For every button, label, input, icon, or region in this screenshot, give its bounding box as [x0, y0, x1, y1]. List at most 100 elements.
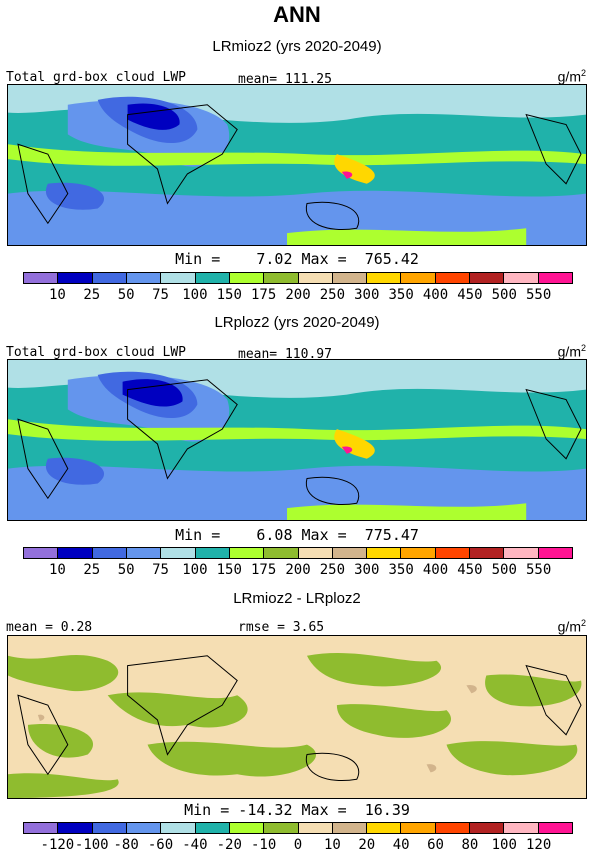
colorbar-swatch	[332, 273, 368, 283]
colorbar-swatch	[161, 273, 196, 283]
colorbar-tick-label: 400	[422, 562, 449, 578]
colorbar-tick-label: 50	[117, 287, 135, 303]
colorbar-tick-label: 500	[491, 562, 517, 578]
panel-1-minmax: Min = 7.02 Max = 765.42	[175, 250, 419, 268]
colorbar-swatch	[126, 273, 162, 283]
colorbar-swatch	[367, 823, 402, 833]
colorbar-swatch	[92, 273, 127, 283]
colorbar-swatch	[401, 273, 436, 283]
main-title: ANN	[273, 2, 321, 27]
colorbar-swatch	[126, 548, 162, 558]
colorbar-swatch	[195, 823, 230, 833]
colorbar-tick-label: 50	[117, 562, 135, 578]
colorbar-tick-label: 10	[323, 837, 341, 853]
colorbar-swatch	[332, 548, 368, 558]
colorbar-tick-label: 75	[152, 287, 169, 303]
panel-1-map	[7, 84, 587, 246]
colorbar-tick-label: 120	[525, 837, 552, 853]
panel-3-rmse-label: rmse = 3.65	[238, 620, 325, 635]
panel-2-field-label: Total grd-box cloud LWP	[6, 345, 187, 360]
colorbar-swatch	[195, 273, 230, 283]
colorbar-tick-label: 300	[354, 562, 380, 578]
colorbar-tick-label: 550	[525, 562, 552, 578]
colorbar-swatch	[298, 548, 333, 558]
colorbar-swatch	[332, 823, 368, 833]
colorbar-tick-label: -60	[147, 837, 174, 853]
colorbar-tick-label: 300	[354, 287, 380, 303]
colorbar-swatch	[504, 273, 539, 283]
colorbar-swatch	[24, 823, 59, 833]
panel-3-colorbar	[23, 822, 573, 834]
colorbar-swatch	[470, 823, 505, 833]
colorbar-tick-label: 200	[285, 562, 311, 578]
panel-2-colorbar	[23, 547, 573, 559]
colorbar-swatch	[435, 273, 471, 283]
colorbar-tick-label: 350	[388, 562, 414, 578]
panel-2-map	[7, 359, 587, 521]
colorbar-tick-label: 250	[319, 287, 346, 303]
colorbar-tick-label: 350	[388, 287, 414, 303]
panel-3-mean-label: mean = 0.28	[6, 620, 93, 635]
colorbar-swatch	[229, 823, 265, 833]
colorbar-swatch	[298, 273, 333, 283]
colorbar-tick-label: 450	[457, 562, 483, 578]
colorbar-swatch	[538, 548, 572, 558]
colorbar-swatch	[435, 823, 471, 833]
colorbar-tick-label: 20	[358, 837, 376, 853]
panel-1-field-label: Total grd-box cloud LWP	[6, 70, 187, 85]
colorbar-tick-label: 10	[48, 562, 66, 578]
colorbar-tick-label: 550	[525, 287, 552, 303]
panel-3-title: LRmioz2 - LRploz2	[233, 590, 361, 607]
colorbar-swatch	[401, 823, 436, 833]
colorbar-swatch	[161, 548, 196, 558]
colorbar-swatch	[58, 548, 93, 558]
panel-1-title: LRmioz2 (yrs 2020-2049)	[212, 38, 382, 55]
colorbar-swatch	[229, 273, 265, 283]
colorbar-tick-label: 25	[83, 562, 101, 578]
panel-2-minmax: Min = 6.08 Max = 775.47	[175, 526, 419, 544]
colorbar-swatch	[298, 823, 333, 833]
colorbar-swatch	[470, 273, 505, 283]
panel-1-colorbar	[23, 272, 573, 284]
colorbar-swatch	[401, 548, 436, 558]
panel-2-title: LRploz2 (yrs 2020-2049)	[214, 314, 380, 331]
colorbar-swatch	[435, 548, 471, 558]
colorbar-swatch	[58, 273, 93, 283]
colorbar-tick-label: 250	[319, 562, 346, 578]
colorbar-tick-label: 200	[285, 287, 311, 303]
colorbar-tick-label: -10	[250, 837, 277, 853]
colorbar-tick-label: 100	[182, 562, 208, 578]
colorbar-swatch	[264, 548, 299, 558]
colorbar-tick-label: 100	[182, 287, 208, 303]
colorbar-swatch	[367, 548, 402, 558]
colorbar-tick-label: -20	[216, 837, 242, 853]
colorbar-swatch	[538, 273, 572, 283]
colorbar-tick-label: 75	[152, 562, 169, 578]
colorbar-tick-label: 450	[457, 287, 483, 303]
panel-2-mean-label: mean= 110.97	[238, 347, 332, 362]
colorbar-tick-label: 10	[48, 287, 66, 303]
colorbar-swatch	[161, 823, 196, 833]
colorbar-swatch	[92, 823, 127, 833]
colorbar-tick-label: 400	[422, 287, 449, 303]
colorbar-swatch	[538, 823, 572, 833]
colorbar-tick-label: 0	[293, 837, 303, 853]
colorbar-swatch	[58, 823, 93, 833]
colorbar-tick-label: 60	[427, 837, 444, 853]
colorbar-swatch	[264, 823, 299, 833]
colorbar-tick-label: -40	[182, 837, 208, 853]
colorbar-swatch	[504, 823, 539, 833]
colorbar-tick-label: -100	[74, 837, 109, 853]
colorbar-tick-label: -120	[40, 837, 75, 853]
colorbar-swatch	[126, 823, 162, 833]
colorbar-swatch	[367, 273, 402, 283]
panel-1-mean-label: mean= 111.25	[238, 72, 332, 87]
colorbar-tick-label: 80	[461, 837, 479, 853]
colorbar-swatch	[264, 273, 299, 283]
panel-1-unit: g/m2	[557, 68, 586, 85]
colorbar-swatch	[92, 548, 127, 558]
panel-3-map	[7, 635, 587, 799]
panel-3-unit: g/m2	[557, 618, 586, 635]
colorbar-tick-label: 25	[83, 287, 101, 303]
colorbar-tick-label: 150	[216, 287, 242, 303]
